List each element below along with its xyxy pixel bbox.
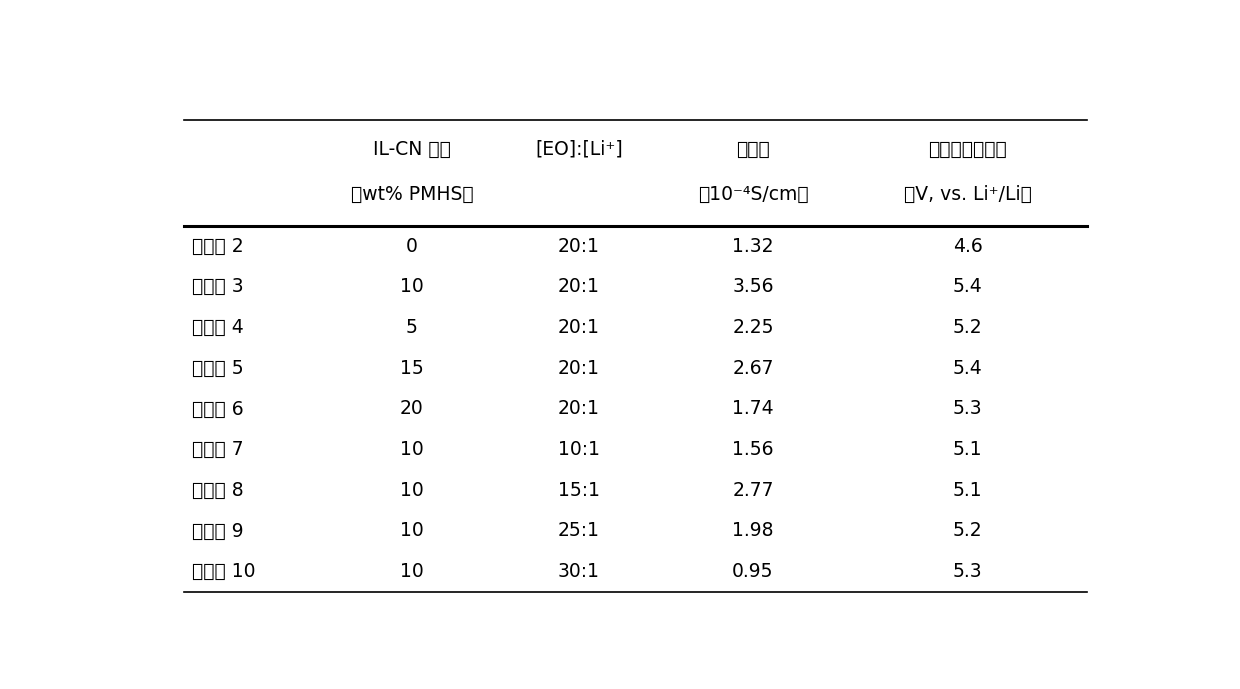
- Text: 5: 5: [405, 318, 418, 337]
- Text: 5.4: 5.4: [952, 359, 982, 378]
- Text: 5.3: 5.3: [952, 562, 982, 581]
- Text: 实施例 6: 实施例 6: [191, 400, 243, 418]
- Text: 实施例 5: 实施例 5: [191, 359, 243, 378]
- Text: 5.3: 5.3: [952, 400, 982, 418]
- Text: 2.77: 2.77: [732, 481, 774, 500]
- Text: 1.98: 1.98: [732, 522, 774, 540]
- Text: 10: 10: [401, 278, 424, 296]
- Text: 5.2: 5.2: [952, 318, 982, 337]
- Text: 实施例 2: 实施例 2: [191, 237, 243, 256]
- Text: 4.6: 4.6: [952, 237, 982, 256]
- Text: 电导率: 电导率: [737, 139, 770, 158]
- Text: 0.95: 0.95: [732, 562, 774, 581]
- Text: 20:1: 20:1: [558, 237, 600, 256]
- Text: 20: 20: [401, 400, 424, 418]
- Text: 10: 10: [401, 522, 424, 540]
- Text: 30:1: 30:1: [558, 562, 600, 581]
- Text: 2.25: 2.25: [732, 318, 774, 337]
- Text: 10: 10: [401, 440, 424, 459]
- Text: （10⁻⁴S/cm）: （10⁻⁴S/cm）: [698, 185, 808, 203]
- Text: 20:1: 20:1: [558, 359, 600, 378]
- Text: 10:1: 10:1: [558, 440, 600, 459]
- Text: 0: 0: [405, 237, 418, 256]
- Text: 1.32: 1.32: [732, 237, 774, 256]
- Text: 20:1: 20:1: [558, 278, 600, 296]
- Text: [EO]:[Li⁺]: [EO]:[Li⁺]: [536, 139, 622, 158]
- Text: 实施例 8: 实施例 8: [191, 481, 243, 500]
- Text: （V, vs. Li⁺/Li）: （V, vs. Li⁺/Li）: [904, 185, 1032, 203]
- Text: 电化学稳定窗口: 电化学稳定窗口: [928, 139, 1007, 158]
- Text: 实施例 3: 实施例 3: [191, 278, 243, 296]
- Text: 5.1: 5.1: [952, 481, 982, 500]
- Text: 1.74: 1.74: [732, 400, 774, 418]
- Text: 5.4: 5.4: [952, 278, 982, 296]
- Text: 实施例 4: 实施例 4: [191, 318, 243, 337]
- Text: 3.56: 3.56: [732, 278, 774, 296]
- Text: 15:1: 15:1: [558, 481, 600, 500]
- Text: 1.56: 1.56: [732, 440, 774, 459]
- Text: 10: 10: [401, 481, 424, 500]
- Text: （wt% PMHS）: （wt% PMHS）: [351, 185, 474, 203]
- Text: 实施例 10: 实施例 10: [191, 562, 255, 581]
- Text: 20:1: 20:1: [558, 318, 600, 337]
- Text: 20:1: 20:1: [558, 400, 600, 418]
- Text: 实施例 9: 实施例 9: [191, 522, 243, 540]
- Text: 2.67: 2.67: [732, 359, 774, 378]
- Text: 25:1: 25:1: [558, 522, 600, 540]
- Text: 5.2: 5.2: [952, 522, 982, 540]
- Text: 实施例 7: 实施例 7: [191, 440, 243, 459]
- Text: 15: 15: [401, 359, 424, 378]
- Text: 5.1: 5.1: [952, 440, 982, 459]
- Text: IL-CN 含量: IL-CN 含量: [373, 139, 451, 158]
- Text: 10: 10: [401, 562, 424, 581]
